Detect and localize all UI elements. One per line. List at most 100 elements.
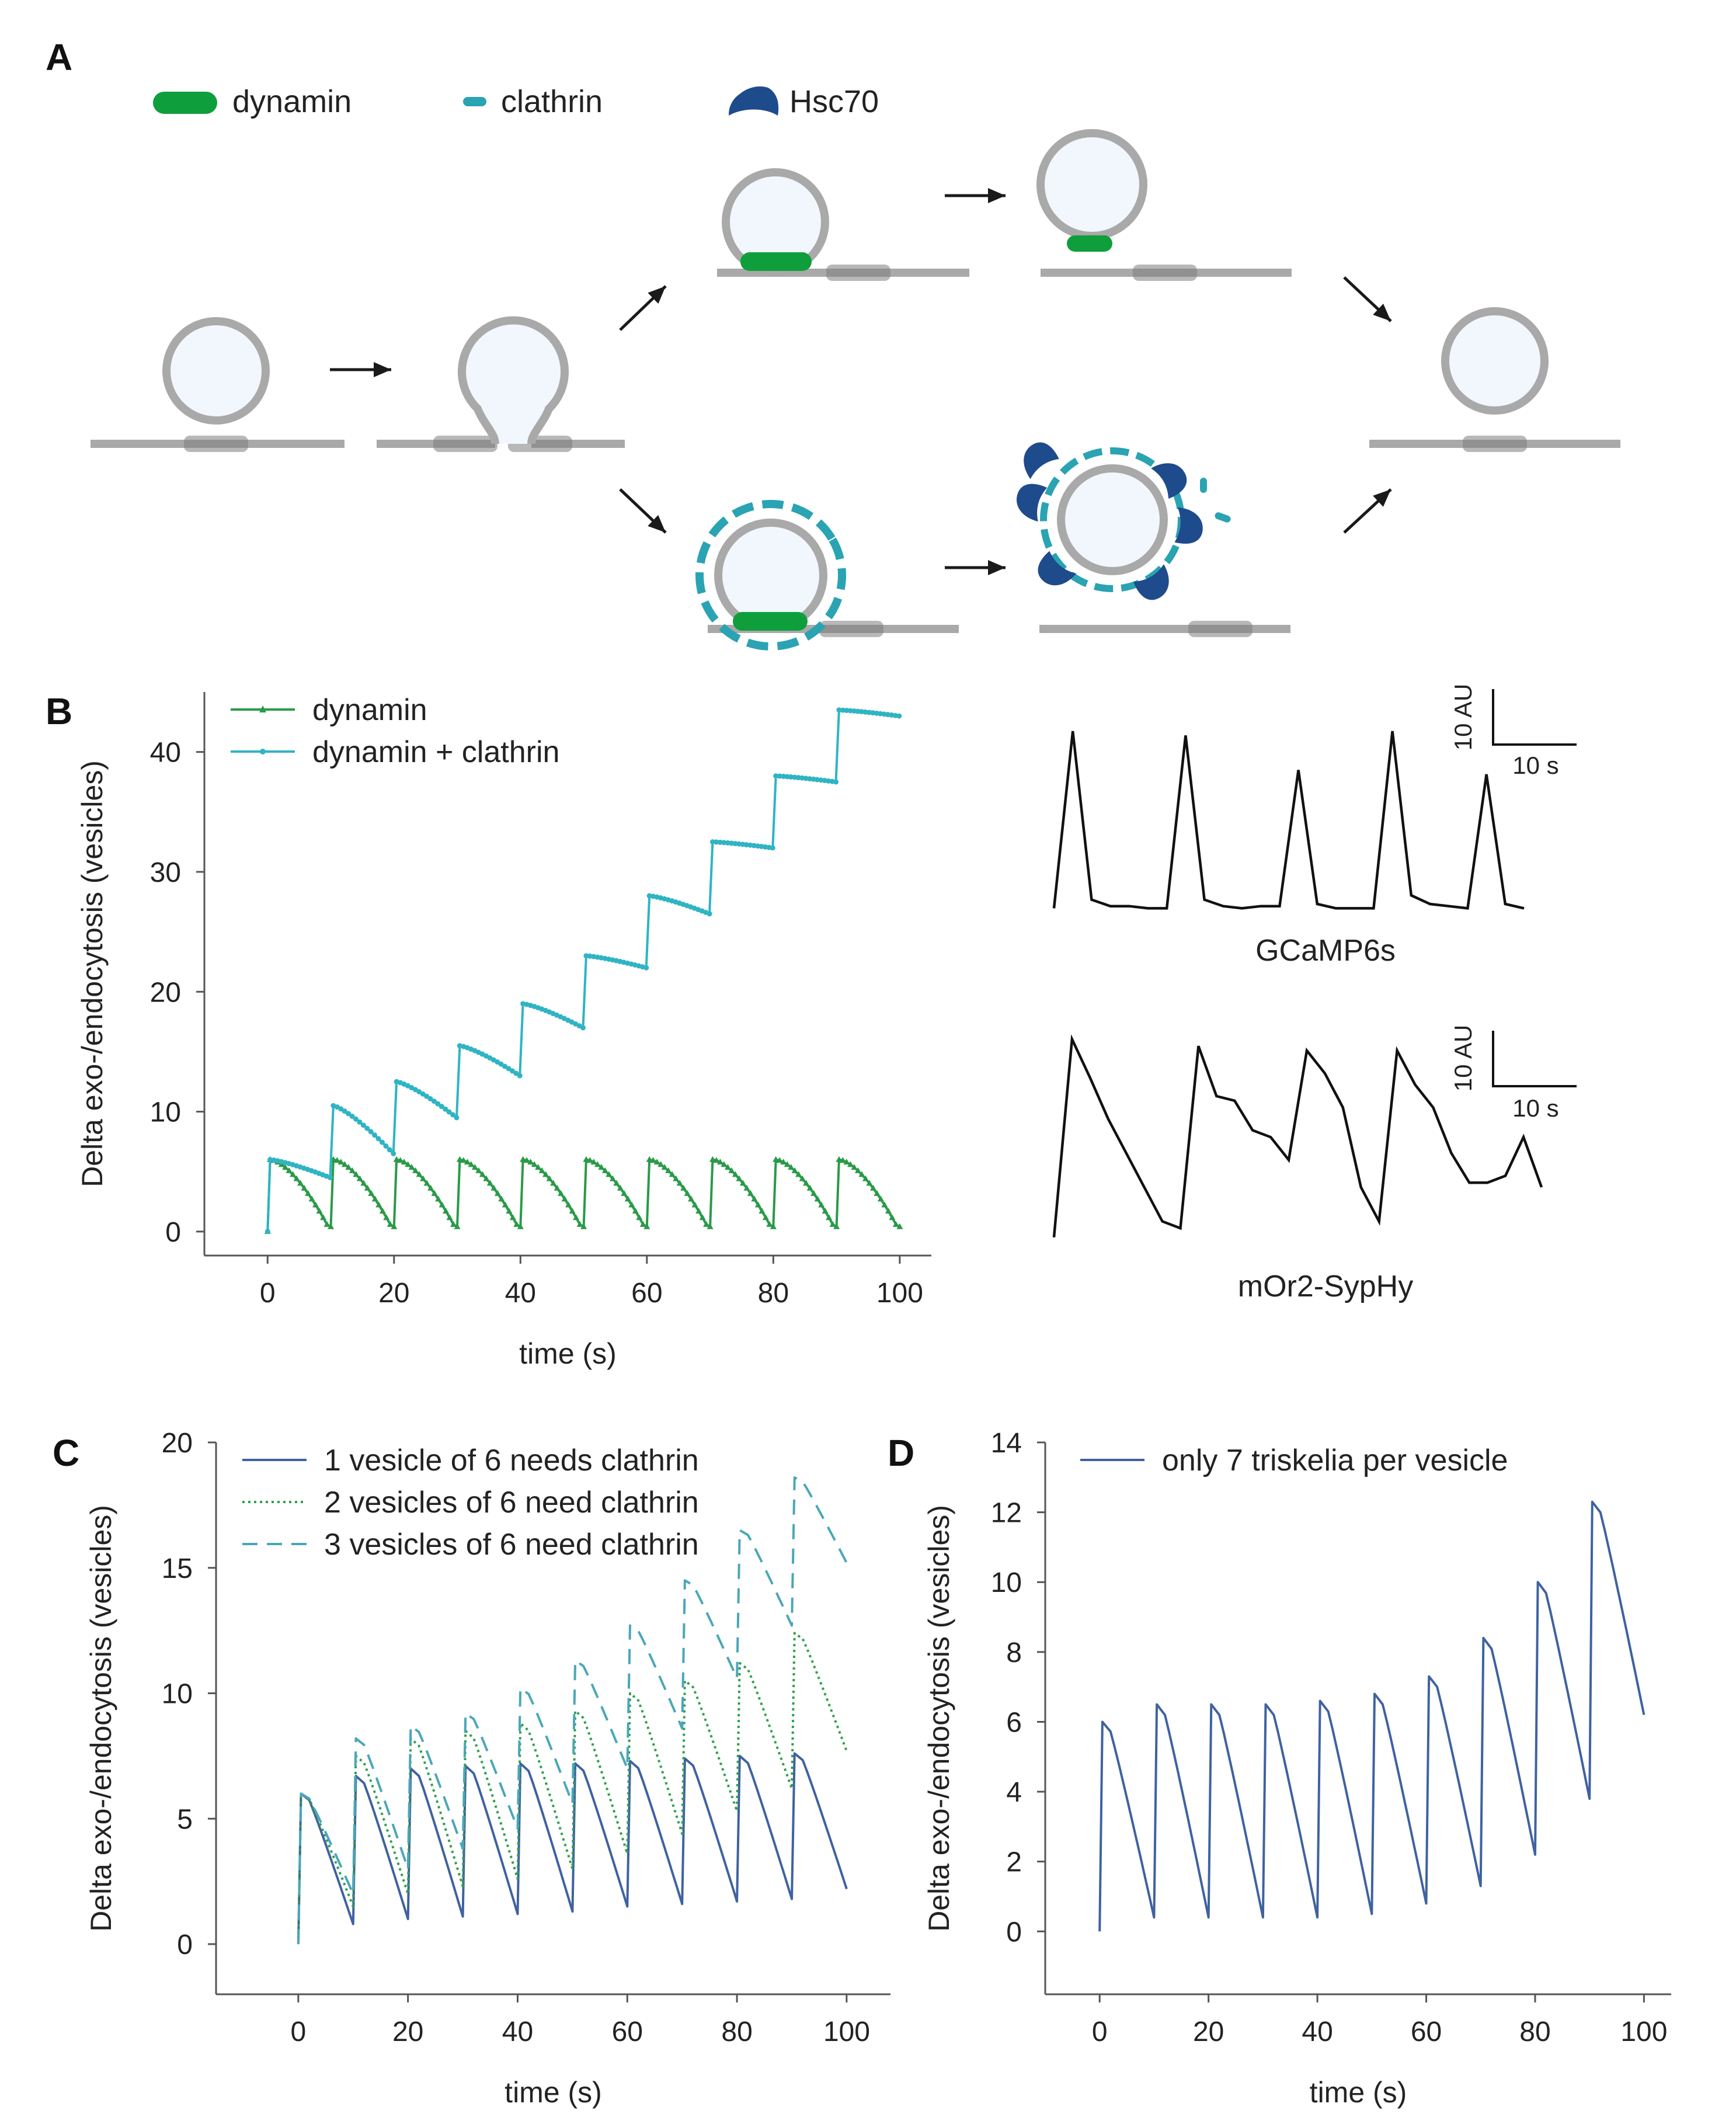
chart-b-series-0-point bbox=[460, 1157, 467, 1163]
chart-b-series-0-point bbox=[323, 1221, 330, 1227]
chart-b-series-0-point bbox=[405, 1161, 412, 1167]
chart-b-series-1-point bbox=[517, 1073, 523, 1079]
chart-b-series-0-point bbox=[833, 1223, 840, 1229]
chart-b-series-0-point bbox=[308, 1195, 315, 1202]
chart-d-x-label: time (s) bbox=[1310, 2076, 1407, 2109]
chart-b-series-0-point bbox=[896, 1223, 903, 1229]
hsc70-legend-label: Hsc70 bbox=[789, 84, 879, 119]
chart-b-legend-label: dynamin + clathrin bbox=[312, 735, 559, 769]
chart-b-series-0-point bbox=[479, 1171, 486, 1177]
dynamin-ring-top4 bbox=[1067, 235, 1112, 252]
chart-b-series-0-point bbox=[383, 1214, 390, 1221]
chart-c-x-tick-label: 40 bbox=[502, 2016, 533, 2047]
chart-b-series-0-point bbox=[293, 1175, 300, 1181]
chart-b-series-0-point bbox=[716, 1159, 723, 1165]
chart-b-series-0-point bbox=[747, 1190, 754, 1196]
chart-b-series-1-point bbox=[439, 1104, 444, 1110]
chart-b-series-1-point bbox=[847, 708, 853, 714]
chart-b-series-0-point bbox=[583, 1156, 590, 1162]
chart-b-series-0-point bbox=[297, 1180, 304, 1186]
chart-b-series-0-point bbox=[320, 1214, 327, 1221]
chart-b-series-0-point bbox=[423, 1180, 430, 1186]
chart-b: 0 20 40 60 80 100 0 10 20 30 40 time (s) Delta exo-/… bbox=[76, 692, 931, 1370]
chart-b-series-0-point bbox=[892, 1221, 899, 1227]
chart-c-x-tick-label: 100 bbox=[823, 2016, 870, 2047]
chart-b-series-1-point bbox=[450, 1112, 456, 1118]
chart-d-y-tick-label: 6 bbox=[1006, 1707, 1022, 1738]
chart-b-series-0-point bbox=[594, 1161, 601, 1167]
fusion-site-stage1 bbox=[184, 436, 248, 452]
clathrin-legend-swatch bbox=[463, 97, 486, 106]
chart-b-series-1-point bbox=[357, 1119, 363, 1125]
chart-b-series-0-point bbox=[443, 1208, 450, 1214]
chart-d: 0 20 40 60 80 100 0 2 4 6 8 10 12 14 time (s) Delta exo… bbox=[923, 1428, 1671, 2109]
chart-b-series-0-point bbox=[851, 1164, 858, 1170]
gcamp-trace bbox=[1052, 731, 1525, 910]
chart-b-series-1-point bbox=[431, 1098, 437, 1104]
arrow-top-head bbox=[988, 188, 1006, 203]
hsc70-6 bbox=[1151, 463, 1187, 499]
chart-b-series-0-point bbox=[770, 1223, 777, 1229]
chart-c-series-2-line bbox=[297, 1476, 848, 1945]
chart-b-series-0-point bbox=[866, 1180, 873, 1186]
chart-b-y-label: Delta exo-/endocytosis (vesicles) bbox=[76, 760, 109, 1187]
chart-b-legend-marker bbox=[260, 749, 266, 754]
chart-b-series-0-point bbox=[854, 1167, 861, 1173]
chart-b-series-0-point bbox=[684, 1190, 691, 1196]
chart-d-x-tick-label: 20 bbox=[1193, 2016, 1224, 2047]
chart-b-series-0-point bbox=[739, 1180, 746, 1186]
chart-b-series-0-point bbox=[431, 1190, 438, 1196]
chart-b-series-0-point bbox=[676, 1180, 683, 1186]
chart-c-legend-label: 3 vesicles of 6 need clathrin bbox=[324, 1528, 699, 1562]
chart-b-legend-label: dynamin bbox=[312, 693, 427, 727]
scalebar-top-au: 10 AU bbox=[1449, 684, 1477, 750]
chart-b-series-0-point bbox=[490, 1184, 498, 1191]
chart-b-series-0-point bbox=[601, 1167, 608, 1173]
chart-b-series-0-point bbox=[401, 1159, 408, 1165]
sypy-label: mOr2-SypHy bbox=[1238, 1270, 1413, 1303]
chart-b-series-0-point bbox=[639, 1221, 646, 1227]
chart-b-series-0-point bbox=[736, 1175, 743, 1181]
chart-b-series-0-point bbox=[858, 1171, 865, 1177]
chart-b-series-1-point bbox=[836, 707, 842, 713]
chart-b-series-0-point bbox=[338, 1159, 345, 1165]
chart-b-series-0-point bbox=[799, 1175, 806, 1181]
chart-b-series-0-point bbox=[328, 1223, 335, 1229]
hsc70-5 bbox=[1174, 507, 1203, 544]
chart-b-series-0-point bbox=[360, 1180, 367, 1186]
chart-b-series-0-point bbox=[598, 1164, 605, 1170]
chart-b-series-0-point bbox=[803, 1180, 810, 1186]
scalebar-bottom: 10 AU 10 s bbox=[1449, 1025, 1577, 1122]
chart-b-series-1-point bbox=[443, 1106, 448, 1112]
chart-b-series-0-point bbox=[550, 1180, 557, 1186]
chart-b-series-0-point bbox=[345, 1164, 352, 1170]
chart-b-series-1-point bbox=[770, 845, 775, 851]
chart-b-series-0-point bbox=[576, 1221, 583, 1227]
chart-b-series-0-point bbox=[721, 1161, 728, 1167]
chart-b-series-0-point bbox=[818, 1201, 825, 1208]
vesicle-top3 bbox=[722, 168, 829, 276]
chart-b-series-0-point bbox=[743, 1184, 750, 1191]
chart-b-series-0-line bbox=[266, 1158, 900, 1232]
chart-b-series-1-point bbox=[509, 1068, 515, 1074]
chart-b-series-0-point bbox=[847, 1161, 854, 1167]
chart-b-series-0-point bbox=[397, 1157, 404, 1163]
hsc70-2 bbox=[1017, 484, 1048, 522]
chart-b-series-0-point bbox=[751, 1195, 758, 1202]
chart-b-series-0-point bbox=[780, 1159, 787, 1165]
dynamin-legend-label: dynamin bbox=[232, 84, 352, 119]
chart-b-y-tick-label: 20 bbox=[150, 977, 181, 1008]
chart-b-series-0-point bbox=[632, 1208, 639, 1214]
chart-b-series-0-point bbox=[527, 1159, 534, 1165]
chart-c-y-tick-label: 20 bbox=[162, 1428, 193, 1459]
hsc70-1 bbox=[1024, 442, 1059, 479]
chart-d-y-tick-label: 8 bbox=[1006, 1637, 1022, 1668]
chart-b-series-0-point bbox=[509, 1214, 516, 1221]
chart-b-series-0-point bbox=[312, 1201, 319, 1208]
chart-b-series-0-point bbox=[628, 1201, 635, 1208]
chart-b-series-0-point bbox=[558, 1190, 565, 1196]
chart-b-series-1-point bbox=[265, 1229, 270, 1235]
chart-b-y-tick-label: 0 bbox=[165, 1217, 181, 1248]
chart-b-series-0-point bbox=[839, 1157, 846, 1163]
chart-b-series-0-point bbox=[333, 1157, 340, 1163]
